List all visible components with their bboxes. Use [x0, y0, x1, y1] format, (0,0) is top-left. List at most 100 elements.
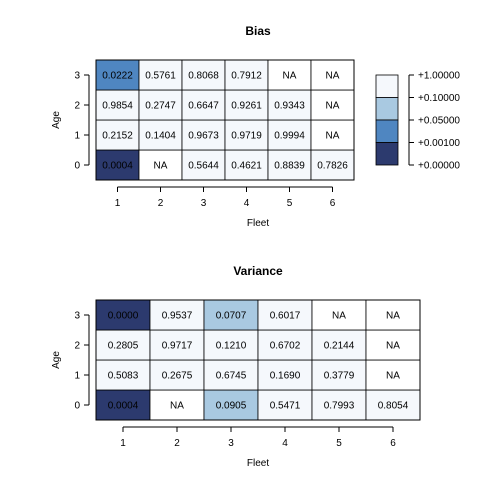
legend-swatch	[375, 142, 399, 166]
legend-swatch	[375, 74, 399, 98]
bias-legend: +0.00000 +0.00100 +0.05000 +0.10000 +1.00000	[375, 71, 460, 172]
variance-cell-value: 0.5471	[270, 401, 301, 412]
bias-x-tick-label: 4	[244, 198, 250, 209]
variance-cell-value: 0.9537	[162, 311, 193, 322]
bias-cell-value: 0.9994	[274, 131, 305, 142]
variance-cell	[365, 299, 421, 331]
legend-label: +1.00000	[418, 71, 460, 82]
bias-cell-value: NA	[154, 161, 168, 172]
bias-cell-value: NA	[283, 71, 297, 82]
bias-y-tick-label: 1	[74, 131, 80, 142]
legend-swatch	[375, 97, 399, 121]
variance-cell-value: 0.0707	[216, 311, 247, 322]
bias-cell	[181, 59, 226, 91]
bias-cell-value: 0.5644	[188, 161, 219, 172]
variance-cell-value: 0.7993	[324, 401, 355, 412]
legend-label: +0.00000	[418, 161, 460, 172]
bias-cells: 0.0004 NA 0.5644 0.4621 0.8839 0.7826 0.2152 0.…	[95, 59, 355, 181]
variance-cells: 0.0004 NA 0.0905 0.5471 0.7993 0.8054 0.5083 0.…	[95, 299, 421, 421]
bias-cell-value: NA	[326, 131, 340, 142]
bias-cell-value: 0.9343	[274, 101, 305, 112]
legend-label: +0.05000	[418, 116, 460, 127]
variance-y-tick-label: 3	[74, 311, 80, 322]
variance-y-tick-label: 1	[74, 371, 80, 382]
variance-cell	[365, 329, 421, 361]
bias-cell	[95, 149, 140, 181]
bias-x-tick-label: 2	[158, 198, 164, 209]
variance-cell-value: NA	[386, 311, 400, 322]
bias-axes: 1 2 3 4 5 6 0 1 2 3	[74, 71, 335, 210]
variance-title: Variance	[233, 264, 283, 278]
variance-cell	[149, 389, 205, 421]
bias-cell	[95, 119, 140, 151]
bias-cell	[138, 119, 183, 151]
bias-heatmap-panel: Bias 0.0004 NA 0.5644 0.4621 0.8839 0.7826 0.2…	[51, 24, 355, 229]
legend-swatch	[375, 119, 399, 143]
variance-cell-value: NA	[386, 371, 400, 382]
variance-cell-value: 0.0004	[108, 401, 139, 412]
variance-cell-value: 0.5083	[108, 371, 139, 382]
bias-y-axis-label: Age	[51, 111, 62, 129]
bias-cell-value: 0.6647	[188, 101, 219, 112]
bias-cell-value: 0.7912	[231, 71, 262, 82]
variance-x-tick-label: 2	[174, 438, 180, 449]
variance-cell-value: 0.2805	[108, 341, 139, 352]
bias-cell-value: 0.9673	[188, 131, 219, 142]
variance-cell-value: NA	[170, 401, 184, 412]
legend-label: +0.10000	[418, 93, 460, 104]
bias-title: Bias	[245, 24, 271, 38]
variance-cell	[149, 299, 205, 331]
variance-cell	[95, 299, 151, 331]
variance-cell-value: NA	[386, 341, 400, 352]
variance-cell	[203, 389, 259, 421]
variance-cell-value: 0.0905	[216, 401, 247, 412]
variance-heatmap-panel: Variance 0.0004 NA 0.0905 0.5471 0.7993 0.805…	[51, 264, 421, 469]
bias-cell-value: 0.9719	[231, 131, 262, 142]
bias-cell	[310, 119, 355, 151]
variance-cell	[257, 299, 313, 331]
variance-cell-value: 0.2675	[162, 371, 193, 382]
bias-cell	[95, 89, 140, 121]
bias-x-tick-label: 6	[330, 198, 336, 209]
variance-cell	[311, 359, 367, 391]
bias-cell-value: 0.8839	[274, 161, 305, 172]
variance-cell-value: 0.6702	[270, 341, 301, 352]
bias-cell	[310, 89, 355, 121]
variance-cell-value: 0.6745	[216, 371, 247, 382]
variance-plot-frame	[95, 299, 421, 421]
bias-x-tick-label: 1	[115, 198, 121, 209]
bias-y-tick-label: 2	[74, 101, 80, 112]
bias-cell	[138, 59, 183, 91]
bias-cell-value: 0.7826	[317, 161, 348, 172]
bias-cell	[267, 59, 312, 91]
bias-cell-value: 0.2747	[145, 101, 176, 112]
bias-cell	[267, 89, 312, 121]
bias-plot-frame	[95, 59, 355, 181]
bias-cell-value: 0.8068	[188, 71, 219, 82]
bias-cell-value: 0.4621	[231, 161, 262, 172]
variance-cell	[203, 359, 259, 391]
bias-cell-value: 0.9854	[102, 101, 133, 112]
bias-cell-value: 0.0004	[102, 161, 133, 172]
bias-cell	[181, 119, 226, 151]
bias-cell-value: NA	[326, 101, 340, 112]
variance-x-tick-label: 3	[228, 438, 234, 449]
bias-cell	[224, 119, 269, 151]
variance-cell-value: 0.2144	[324, 341, 355, 352]
variance-cell-value: 0.6017	[270, 311, 301, 322]
bias-cell-value: NA	[326, 71, 340, 82]
bias-cell	[95, 59, 140, 91]
bias-cell	[224, 89, 269, 121]
bias-cell-value: 0.1404	[145, 131, 176, 142]
bias-x-tick-label: 5	[287, 198, 293, 209]
variance-cell-value: NA	[332, 311, 346, 322]
variance-x-tick-label: 4	[282, 438, 288, 449]
variance-axes: 1 2 3 4 5 6 0 1 2 3	[74, 311, 396, 450]
bias-y-tick-label: 0	[74, 161, 80, 172]
variance-cell-value: 0.1210	[216, 341, 247, 352]
bias-cell-value: 0.0222	[102, 71, 133, 82]
bias-cell	[138, 149, 183, 181]
bias-cell-value: 0.2152	[102, 131, 133, 142]
bias-cell-value: 0.5761	[145, 71, 176, 82]
